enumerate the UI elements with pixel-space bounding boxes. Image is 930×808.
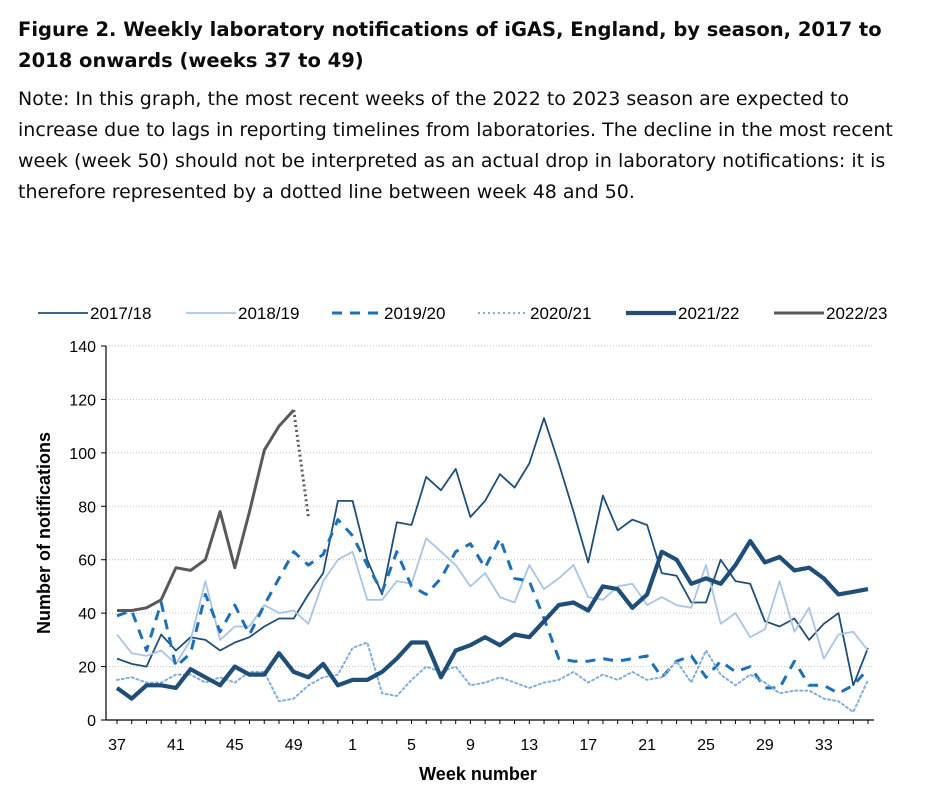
series-line-2018-19 [116, 537, 869, 665]
series-dotted-tail-2022-23 [292, 409, 310, 518]
x-tick-label: 37 [108, 737, 126, 754]
legend-label: 2022/23 [826, 304, 887, 323]
x-tick-label: 29 [756, 737, 774, 754]
series-line-2020-21 [116, 641, 869, 713]
series-line-2019-20 [116, 518, 870, 695]
x-tick-label: 33 [815, 737, 833, 754]
legend-label: 2019/20 [384, 304, 445, 323]
y-tick-label: 0 [87, 713, 96, 730]
series-line-2021-22 [115, 538, 869, 701]
series-line-2017-18 [116, 417, 869, 687]
figure-note: Note: In this graph, the most recent wee… [18, 88, 893, 203]
x-tick-label: 17 [579, 737, 597, 754]
x-tick-label: 9 [466, 737, 475, 754]
line-chart: 0 20 40 60 80 100 120 140 37 41 45 49 1 5 9 13 17 21 25 29 3… [34, 304, 887, 784]
x-tick-label: 5 [407, 737, 416, 754]
y-tick-label: 140 [69, 339, 96, 356]
x-tick-label: 13 [520, 737, 538, 754]
y-tick-label: 80 [78, 499, 96, 516]
legend-label: 2021/22 [678, 304, 739, 323]
x-tick-label: 41 [167, 737, 185, 754]
legend-label: 2020/21 [530, 304, 591, 323]
x-tick-label: 25 [697, 737, 715, 754]
x-axis-label: Week number [419, 764, 537, 784]
figure-title: Figure 2. Weekly laboratory notification… [18, 18, 882, 72]
legend-label: 2018/19 [238, 304, 299, 323]
x-tick-label: 45 [226, 737, 244, 754]
x-tick-label: 49 [285, 737, 303, 754]
y-axis-label: Number of notifications [34, 432, 54, 634]
y-tick-label: 60 [78, 553, 96, 570]
legend-label: 2017/18 [90, 304, 151, 323]
series-line-2022-23 [117, 409, 295, 612]
x-tick-label: 21 [638, 737, 656, 754]
y-tick-label: 40 [78, 606, 96, 623]
x-tick-label: 1 [348, 737, 357, 754]
y-tick-label: 20 [78, 660, 96, 677]
y-tick-label: 120 [69, 392, 96, 409]
y-tick-label: 100 [69, 446, 96, 463]
